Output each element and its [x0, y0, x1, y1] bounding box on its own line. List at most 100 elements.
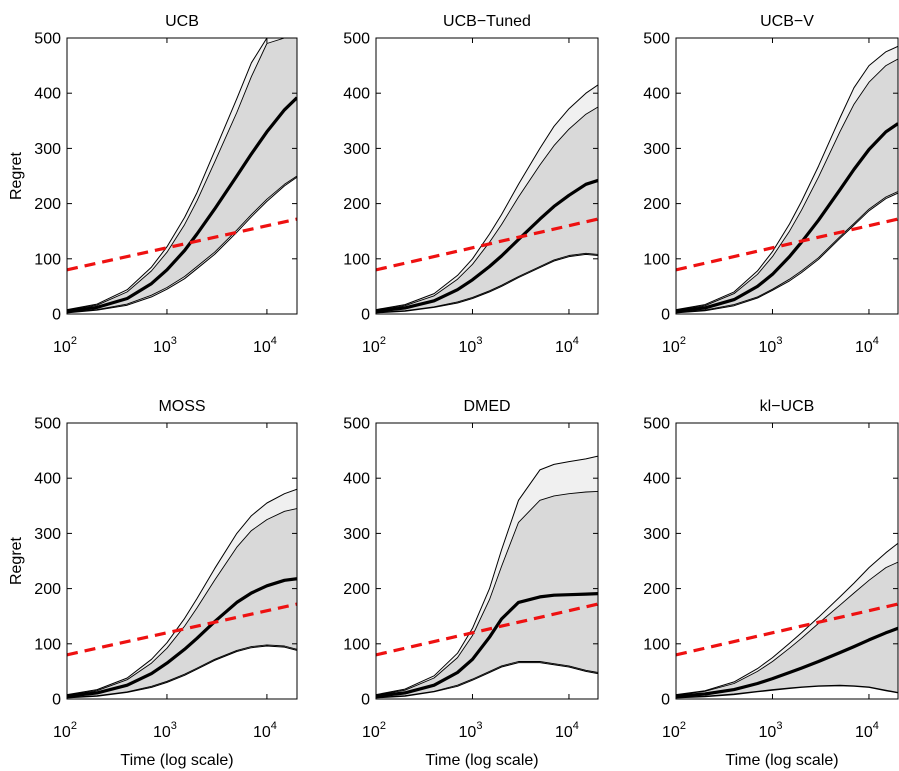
y-tick-label: 100 — [343, 636, 370, 653]
inner-high-line — [376, 106, 598, 311]
y-tick-label: 200 — [343, 581, 370, 598]
y-tick-label: 300 — [343, 526, 370, 543]
axes-frame — [375, 37, 599, 315]
axes-frame — [675, 37, 899, 315]
y-tick-label: 0 — [661, 307, 670, 324]
x-tick-label: 103 — [153, 720, 177, 741]
x-tick-base: 10 — [855, 339, 873, 356]
y-tick-label: 400 — [343, 86, 370, 103]
y-tick-label: 500 — [343, 31, 370, 48]
inner-high-line — [67, 38, 297, 311]
lower-bound-line — [376, 602, 598, 657]
x-tick-exponent: 3 — [171, 720, 177, 732]
x-tick-exponent: 2 — [380, 335, 386, 347]
inner-low-line — [676, 191, 898, 313]
x-tick-exponent: 3 — [776, 720, 782, 732]
panel-title: UCB−V — [760, 13, 814, 30]
x-tick-label: 102 — [662, 335, 686, 356]
axes-frame — [66, 37, 298, 315]
x-tick-exponent: 4 — [573, 720, 579, 732]
y-tick-label: 500 — [643, 31, 670, 48]
x-tick-label: 104 — [555, 335, 579, 356]
x-tick-base: 10 — [153, 339, 171, 356]
panel-title: UCB−Tuned — [443, 13, 531, 30]
x-tick-exponent: 2 — [680, 720, 686, 732]
inner-low-line — [67, 644, 297, 698]
x-tick-exponent: 2 — [71, 720, 77, 732]
inner-band — [676, 562, 898, 698]
axes-frame — [66, 422, 298, 700]
y-tick-label: 100 — [34, 251, 61, 268]
x-tick-label: 104 — [555, 720, 579, 741]
y-tick-label: 500 — [34, 31, 61, 48]
inner-band — [67, 508, 297, 698]
y-tick-label: 0 — [52, 307, 61, 324]
y-tick-label: 200 — [34, 196, 61, 213]
x-tick-label: 104 — [855, 720, 879, 741]
x-tick-label: 103 — [459, 335, 483, 356]
x-tick-base: 10 — [459, 724, 477, 741]
inner-high-line — [676, 561, 898, 696]
outer-high-line — [67, 38, 297, 311]
x-tick-label: 104 — [253, 720, 277, 741]
y-tick-label: 200 — [34, 581, 61, 598]
y-axis-label: Regret — [8, 151, 25, 200]
outer-low-line — [376, 662, 598, 699]
axes-frame — [675, 422, 899, 700]
plot-area — [676, 45, 898, 314]
y-tick-label: 300 — [343, 141, 370, 158]
x-tick-base: 10 — [253, 339, 271, 356]
x-axis-label: Time (log scale) — [120, 752, 233, 769]
y-tick-label: 0 — [52, 692, 61, 709]
y-axis-label: Regret — [8, 536, 25, 585]
outer-high-line — [376, 84, 598, 311]
y-tick-label: 100 — [343, 251, 370, 268]
mean-regret-line — [67, 96, 297, 313]
plot-area — [376, 455, 598, 699]
x-tick-base: 10 — [362, 339, 380, 356]
plot-area — [376, 84, 598, 314]
y-tick-label: 400 — [643, 471, 670, 488]
x-tick-base: 10 — [253, 724, 271, 741]
x-tick-exponent: 3 — [171, 335, 177, 347]
x-tick-base: 10 — [662, 339, 680, 356]
mean-regret-line — [376, 592, 598, 698]
panel-title: kl−UCB — [760, 398, 815, 415]
y-tick-label: 300 — [643, 141, 670, 158]
y-tick-label: 300 — [34, 526, 61, 543]
x-tick-label: 103 — [759, 720, 783, 741]
panel-title: DMED — [463, 398, 510, 415]
mean-regret-line — [376, 178, 598, 313]
x-tick-label: 102 — [53, 335, 77, 356]
plot-area — [676, 542, 898, 699]
inner-band — [676, 59, 898, 313]
x-tick-exponent: 3 — [476, 720, 482, 732]
y-tick-label: 200 — [643, 581, 670, 598]
x-tick-exponent: 4 — [271, 720, 277, 732]
outer-high-line — [676, 542, 898, 696]
x-tick-label: 103 — [153, 335, 177, 356]
x-tick-exponent: 4 — [573, 335, 579, 347]
x-tick-base: 10 — [855, 724, 873, 741]
y-tick-label: 300 — [34, 141, 61, 158]
x-tick-base: 10 — [662, 724, 680, 741]
y-tick-label: 100 — [643, 251, 670, 268]
y-tick-label: 100 — [643, 636, 670, 653]
x-tick-label: 103 — [759, 335, 783, 356]
outer-high-line — [376, 455, 598, 696]
outer-low-line — [67, 645, 297, 699]
outer-low-line — [676, 192, 898, 314]
y-tick-label: 400 — [643, 86, 670, 103]
x-tick-label: 104 — [253, 335, 277, 356]
x-tick-label: 103 — [459, 720, 483, 741]
panel-title: UCB — [165, 13, 199, 30]
x-tick-label: 104 — [855, 335, 879, 356]
x-tick-label: 102 — [362, 720, 386, 741]
plot-area — [67, 38, 297, 314]
x-tick-exponent: 2 — [71, 335, 77, 347]
